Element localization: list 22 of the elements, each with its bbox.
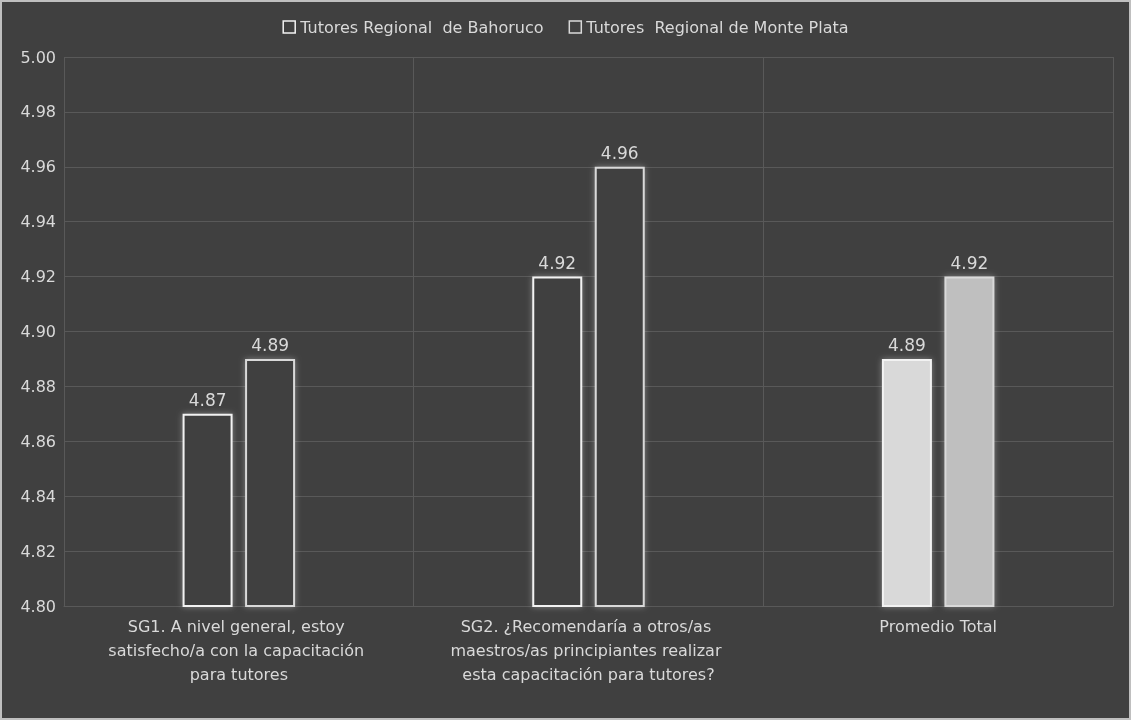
x-tick-label: SG1. A nivel general, estoy satisfecho/a con la capacitación para tutores bbox=[108, 616, 370, 684]
y-tick-label: 5.00 bbox=[20, 47, 56, 67]
data-label: 4.96 bbox=[600, 143, 639, 164]
data-label: 4.87 bbox=[188, 390, 227, 411]
y-tick-label: 4.84 bbox=[20, 486, 56, 506]
y-tick-label: 4.88 bbox=[20, 376, 56, 396]
y-tick-label: 4.82 bbox=[20, 541, 56, 561]
y-tick-label: 4.92 bbox=[20, 267, 56, 287]
y-tick-label: 4.96 bbox=[20, 157, 56, 177]
y-tick-label: 4.86 bbox=[20, 431, 56, 451]
x-tick-label: Promedio Total bbox=[879, 616, 997, 636]
legend-label: Tutores Regional de Bahoruco bbox=[299, 17, 544, 37]
x-tick-label: SG2. ¿Recomendaría a otros/as maestros/as principiantes realizar esta capacitación para tutores? bbox=[450, 616, 727, 684]
data-label: 4.89 bbox=[887, 335, 926, 356]
data-label: 4.89 bbox=[251, 335, 290, 356]
y-tick-label: 4.94 bbox=[20, 212, 56, 232]
data-label: 4.92 bbox=[538, 253, 577, 274]
y-tick-label: 4.98 bbox=[20, 102, 56, 122]
data-label: 4.92 bbox=[950, 253, 989, 274]
y-tick-label: 4.80 bbox=[20, 596, 56, 616]
y-tick-label: 4.90 bbox=[20, 322, 56, 341]
legend-label: Tutores Regional de Monte Plata bbox=[585, 17, 849, 37]
